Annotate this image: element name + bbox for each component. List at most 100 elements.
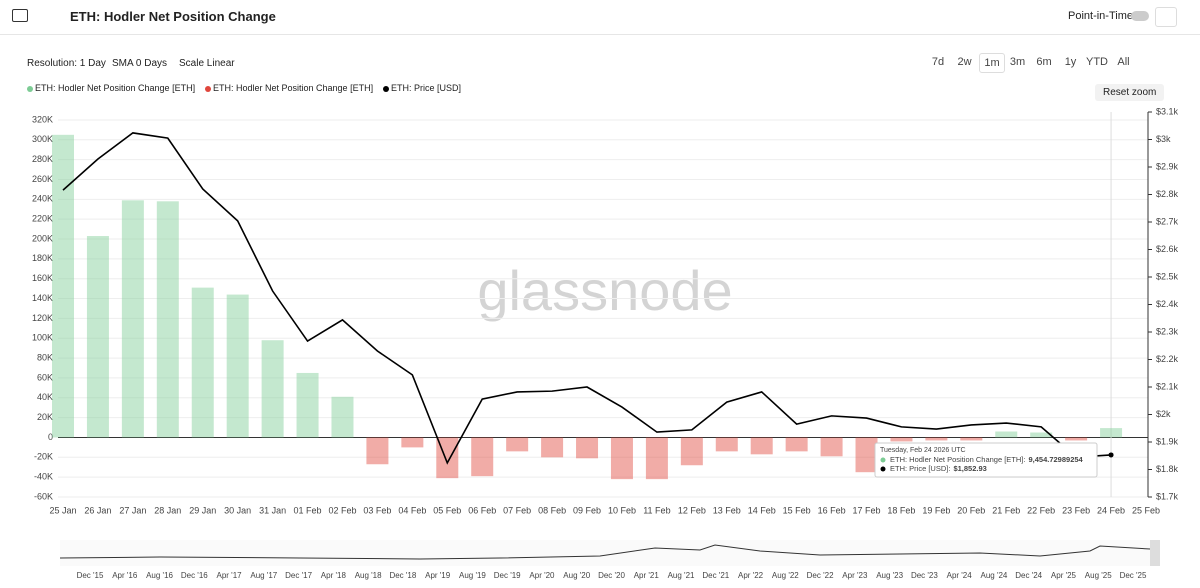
x-tick-label: 29 Jan: [189, 505, 216, 515]
tooltip-value: $1,852.93: [953, 464, 986, 473]
star-button[interactable]: [1155, 7, 1177, 27]
title: ETH: Hodler Net Position Change: [70, 9, 276, 24]
navigator-label: Aug '18: [355, 571, 382, 580]
bar: [645, 437, 668, 480]
share-button[interactable]: [1180, 7, 1196, 25]
navigator-label: Dec '19: [494, 571, 521, 580]
x-tick-label: 27 Jan: [119, 505, 146, 515]
bar: [226, 294, 249, 438]
navigator-line: [59, 544, 1151, 560]
y2-tick-label: $2k: [1156, 409, 1171, 419]
x-tick-label: 11 Feb: [643, 505, 670, 515]
bar: [261, 340, 284, 438]
bar: [541, 437, 564, 458]
y-tick-label: 300K: [32, 134, 53, 144]
bar: [576, 437, 599, 459]
navigator-label: Aug '17: [250, 571, 277, 580]
navigator-label: Dec '16: [181, 571, 208, 580]
legend-label: ETH: Hodler Net Position Change [ETH]: [35, 83, 196, 93]
scale[interactable]: Scale Linear: [179, 58, 235, 69]
bar: [715, 437, 738, 452]
x-tick-label: 08 Feb: [538, 505, 566, 515]
y-tick-label: -40K: [34, 472, 53, 482]
navigator-label: Dec '20: [598, 571, 625, 580]
range-button[interactable]: 1m: [979, 53, 1005, 73]
bar: [1030, 432, 1053, 438]
navigator-label: Apr '21: [634, 571, 660, 580]
reset-zoom[interactable]: Reset zoom: [1095, 84, 1165, 101]
toggle[interactable]: [1131, 11, 1149, 21]
x-tick-label: 07 Feb: [503, 505, 531, 515]
range-button[interactable]: YTD: [1086, 56, 1108, 68]
navigator-label: Aug '20: [563, 571, 590, 580]
tooltip-dot: [880, 466, 886, 472]
bar: [506, 437, 529, 452]
y2-tick-label: $2.6k: [1156, 244, 1179, 254]
navigator-label: Aug '21: [668, 571, 695, 580]
navigator-label: Apr '25: [1051, 571, 1077, 580]
x-tick-label: 19 Feb: [922, 505, 950, 515]
y-tick-label: 220K: [32, 214, 53, 224]
point-in-time: Point-in-Time: [1068, 10, 1133, 22]
x-tick-label: 01 Feb: [294, 505, 322, 515]
bar: [925, 437, 948, 441]
navigator-handle[interactable]: [1150, 540, 1160, 566]
legend-label: ETH: Hodler Net Position Change [ETH]: [213, 83, 374, 93]
navigator-label: Dec '18: [389, 571, 416, 580]
navigator-label: Apr '20: [529, 571, 555, 580]
y-tick-label: 160K: [32, 273, 53, 283]
bar: [610, 437, 633, 480]
x-tick-label: 03 Feb: [363, 505, 391, 515]
y2-tick-label: $2.3k: [1156, 326, 1179, 336]
x-tick-label: 10 Feb: [608, 505, 636, 515]
bar: [331, 396, 354, 438]
y-tick-label: 100K: [32, 333, 53, 343]
navigator-bg: [60, 540, 1160, 566]
navigator-label: Dec '23: [911, 571, 938, 580]
tooltip-label: ETH: Hodler Net Position Change [ETH]:: [890, 455, 1025, 464]
y2-tick-label: $3.1k: [1156, 106, 1179, 116]
y-tick-label: 260K: [32, 174, 53, 184]
bar: [680, 437, 703, 466]
bar: [366, 437, 389, 465]
x-tick-label: 09 Feb: [573, 505, 601, 515]
y-tick-label: 280K: [32, 154, 53, 164]
legend-dot: [383, 86, 389, 92]
sma[interactable]: SMA 0 Days: [112, 58, 168, 69]
range-button[interactable]: 1y: [1064, 56, 1077, 68]
watermark: glassnode: [477, 259, 732, 322]
sidebar-toggle[interactable]: [12, 9, 28, 22]
range-button[interactable]: 7d: [931, 56, 945, 68]
bar: [471, 437, 494, 477]
x-tick-label: 12 Feb: [678, 505, 706, 515]
navigator-label: Apr '19: [425, 571, 451, 580]
range-button[interactable]: All: [1117, 56, 1130, 68]
navigator-label: Aug '25: [1085, 571, 1112, 580]
y-tick-label: 20K: [37, 412, 53, 422]
range-button[interactable]: 6m: [1036, 56, 1052, 68]
y2-tick-label: $2.5k: [1156, 271, 1179, 281]
y2-tick-label: $2.9k: [1156, 161, 1179, 171]
navigator-label: Apr '17: [217, 571, 243, 580]
x-tick-label: 23 Feb: [1062, 505, 1090, 515]
bar: [296, 372, 319, 438]
legend-dot: [27, 86, 33, 92]
range-button[interactable]: 3m: [1009, 56, 1026, 68]
navigator-label: Dec '15: [77, 571, 104, 580]
navigator-label: Dec '21: [702, 571, 729, 580]
bar: [52, 134, 74, 438]
bar: [191, 287, 214, 438]
tooltip-label: ETH: Price [USD]:: [890, 464, 950, 473]
resolution[interactable]: Resolution: 1 Day: [27, 58, 106, 69]
legend-dot: [205, 86, 211, 92]
bar: [121, 200, 144, 438]
bar: [960, 437, 983, 441]
navigator-label: Apr '16: [112, 571, 138, 580]
bar: [995, 431, 1018, 438]
range-button[interactable]: 2w: [957, 56, 972, 68]
x-tick-label: 14 Feb: [748, 505, 776, 515]
y-tick-label: -20K: [34, 452, 53, 462]
bar: [890, 437, 913, 442]
navigator-label: Apr '18: [321, 571, 347, 580]
